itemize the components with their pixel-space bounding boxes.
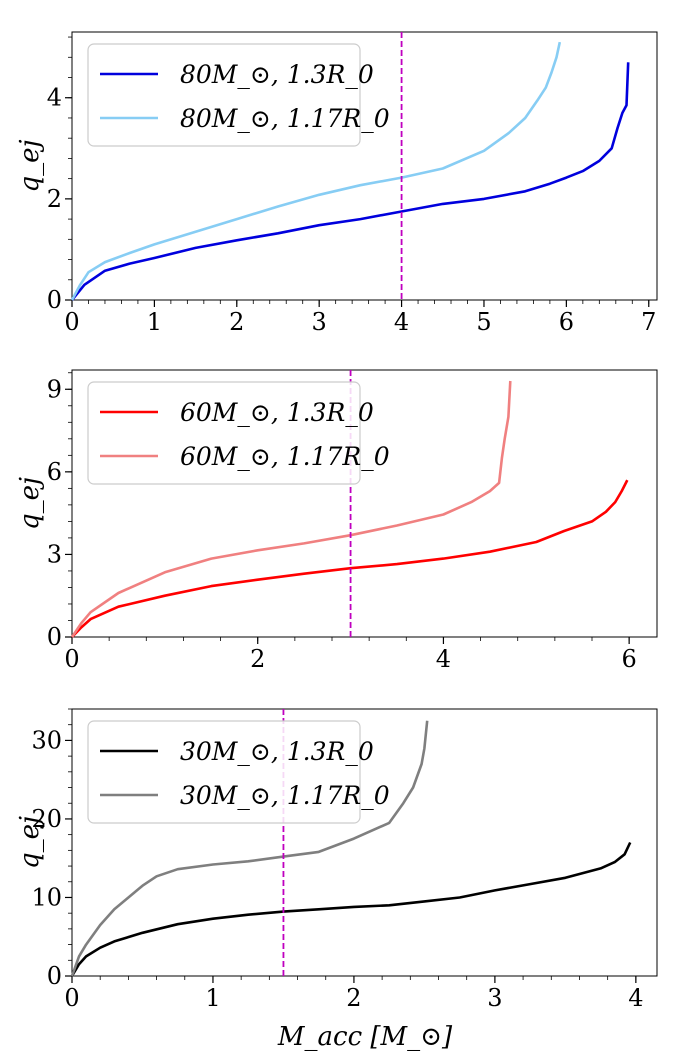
axes-frame	[71, 369, 658, 638]
x-tick-label: 6	[559, 308, 574, 336]
x-tick-label: 0	[64, 984, 79, 1012]
x-axis-label: M_acc [M_⊙]	[277, 1022, 453, 1052]
legend-entry: 30M_⊙, 1.3R_0	[180, 737, 374, 766]
x-tick-label: 3	[487, 984, 502, 1012]
series-line	[70, 41, 562, 301]
y-tick-label: 20	[31, 805, 62, 833]
x-tick-label: 2	[346, 984, 361, 1012]
x-tick-label: 0	[64, 645, 79, 673]
y-tick-label: 0	[47, 623, 62, 651]
x-tick-label: 7	[641, 308, 656, 336]
legend-box	[87, 381, 361, 485]
x-tick-label: 4	[436, 645, 451, 673]
axes-frame	[71, 708, 658, 977]
legend-entry: 80M_⊙, 1.3R_0	[180, 60, 374, 89]
series-line	[70, 380, 512, 638]
y-tick-label: 0	[47, 286, 62, 314]
series-line	[70, 841, 632, 977]
x-tick-label: 2	[229, 308, 244, 336]
x-tick-label: 4	[628, 984, 643, 1012]
x-tick-label: 1	[147, 308, 162, 336]
x-tick-label: 3	[312, 308, 327, 336]
y-tick-label: 30	[31, 726, 62, 754]
y-tick-label: 9	[47, 375, 62, 403]
y-tick-label: 4	[47, 84, 62, 112]
series-line	[71, 479, 629, 638]
y-axis-label: q_ej	[15, 477, 45, 530]
y-axis-label: q_ej	[15, 139, 45, 192]
y-tick-label: 6	[47, 458, 62, 486]
legend-entry: 60M_⊙, 1.3R_0	[180, 398, 374, 427]
legend-box	[87, 43, 361, 147]
x-tick-label: 0	[64, 308, 79, 336]
y-tick-label: 3	[47, 540, 62, 568]
y-tick-label: 0	[47, 962, 62, 990]
y-axis-label: q_ej	[15, 816, 45, 869]
series-line	[70, 62, 630, 301]
x-tick-label: 6	[622, 645, 637, 673]
y-tick-label: 10	[31, 883, 62, 911]
legend-box	[87, 720, 361, 824]
panel-middle: 0 2 4 6 0 3 6 9 q_ej 60M_⊙, 1.3R_0 60M_⊙, 1.17R_0	[15, 369, 658, 673]
series-line	[70, 720, 429, 977]
legend-entry: 30M_⊙, 1.17R_0	[180, 781, 390, 810]
axes-frame	[71, 31, 658, 301]
panel-bottom: 0 1 2 3 4 0 10 20 30 q_ej 30M_⊙, 1.3R_0 30M_⊙, 1.17…	[15, 708, 658, 1012]
legend-entry: 80M_⊙, 1.17R_0	[180, 104, 390, 133]
x-tick-label: 1	[205, 984, 220, 1012]
x-tick-label: 5	[476, 308, 491, 336]
x-tick-label: 4	[394, 308, 409, 336]
y-tick-label: 2	[47, 185, 62, 213]
legend-entry: 60M_⊙, 1.17R_0	[180, 442, 390, 471]
x-tick-label: 2	[250, 645, 265, 673]
